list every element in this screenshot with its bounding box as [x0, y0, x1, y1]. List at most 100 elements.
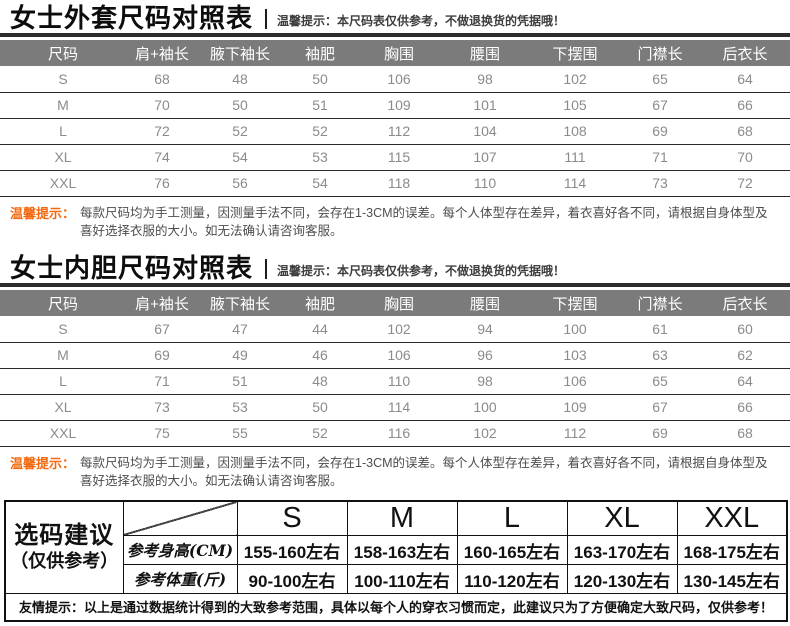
size-cell: 106 [358, 66, 440, 93]
col-header-shoulder-sleeve: 肩+袖长 [126, 40, 198, 66]
size-row-l: L 71 51 48 110 98 106 65 64 [0, 368, 790, 395]
height-value: 155-160左右 [236, 535, 348, 565]
col-header-sleeve-width: 袖肥 [282, 290, 358, 316]
size-cell: 52 [198, 118, 282, 145]
size-cell: 72 [126, 118, 198, 145]
size-cell: 52 [282, 118, 358, 145]
size-cell: 70 [126, 92, 198, 119]
size-cell: 110 [440, 170, 530, 197]
liner-measure-note: 温馨提示： 每款尺码均为手工测量，因测量手法不同，会存在1-3CM的误差。每个人… [0, 452, 790, 494]
size-cell: 62 [700, 342, 790, 369]
col-header-waist: 腰围 [440, 290, 530, 316]
size-cell: 73 [126, 394, 198, 421]
size-cell: 98 [440, 66, 530, 93]
weight-row-label: 参考体重(斤) [122, 564, 238, 594]
outer-measure-note: 温馨提示： 每款尺码均为手工测量，因测量手法不同，会存在1-3CM的误差。每个人… [0, 202, 790, 244]
size-row-m: M 70 50 51 109 101 105 67 66 [0, 92, 790, 119]
size-cell: 105 [530, 92, 620, 119]
section-rule [0, 33, 790, 37]
advice-title-cell: 选码建议 （仅供参考） [4, 500, 124, 594]
size-cell: 52 [282, 420, 358, 447]
outer-chart-title: 女士外套尺码对照表 [10, 3, 254, 33]
size-cell: 48 [198, 66, 282, 93]
size-cell: 69 [620, 420, 700, 447]
title-divider-bar [265, 9, 268, 29]
advice-col-l: L [456, 500, 568, 536]
size-cell: 67 [126, 316, 198, 343]
size-cell: 102 [440, 420, 530, 447]
weight-value: 120-130左右 [566, 564, 678, 594]
col-header-waist: 腰围 [440, 40, 530, 66]
size-cell: 44 [282, 316, 358, 343]
size-cell: 54 [282, 170, 358, 197]
size-row-s: S 67 47 44 102 94 100 61 60 [0, 316, 790, 343]
size-cell: 116 [358, 420, 440, 447]
size-cell: 49 [198, 342, 282, 369]
weight-value: 90-100左右 [236, 564, 348, 594]
weight-value: 130-145左右 [676, 564, 788, 594]
size-row-xl: XL 73 53 50 114 100 109 67 66 [0, 394, 790, 421]
outer-table-header-row: 尺码 肩+袖长 腋下袖长 袖肥 胸围 腰围 下摆围 门襟长 后衣长 [0, 40, 790, 66]
size-cell: 110 [358, 368, 440, 395]
size-cell: M [0, 342, 126, 369]
size-row-l: L 72 52 52 112 104 108 69 68 [0, 118, 790, 145]
size-cell: 71 [126, 368, 198, 395]
col-header-underarm-sleeve: 腋下袖长 [198, 290, 282, 316]
size-cell: 75 [126, 420, 198, 447]
liner-table-header-row: 尺码 肩+袖长 腋下袖长 袖肥 胸围 腰围 下摆围 门襟长 后衣长 [0, 290, 790, 316]
size-cell: 65 [620, 66, 700, 93]
height-value: 163-170左右 [566, 535, 678, 565]
size-row-m: M 69 49 46 106 96 103 63 62 [0, 342, 790, 369]
liner-chart-title: 女士内胆尺码对照表 [10, 253, 254, 283]
col-header-bust: 胸围 [358, 40, 440, 66]
size-cell: 107 [440, 144, 530, 171]
size-cell: 109 [530, 394, 620, 421]
note-label: 温馨提示： [10, 455, 76, 471]
size-advice-table: 选码建议 （仅供参考） S M L XL XXL 参考身高(CM) 155-16… [4, 500, 788, 622]
size-cell: 69 [620, 118, 700, 145]
size-cell: 68 [126, 66, 198, 93]
size-cell: 67 [620, 92, 700, 119]
friendly-tip-text: 友情提示：以上是通过数据统计得到的大致参考范围，具体以每个人的穿衣习惯而定，此建… [4, 593, 788, 621]
size-cell: 112 [358, 118, 440, 145]
advice-height-row: 参考身高(CM) 155-160左右 158-163左右 160-165左右 1… [5, 535, 788, 565]
advice-col-m: M [346, 500, 458, 536]
title-divider-bar [265, 259, 268, 279]
size-cell: 53 [198, 394, 282, 421]
size-cell: 54 [198, 144, 282, 171]
size-cell: 66 [700, 92, 790, 119]
size-cell: 68 [700, 420, 790, 447]
size-cell: 103 [530, 342, 620, 369]
size-cell: 112 [530, 420, 620, 447]
advice-col-xxl: XXL [676, 500, 788, 536]
size-cell: 64 [700, 66, 790, 93]
advice-title-sub: （仅供参考） [10, 551, 119, 572]
note-text: 每款尺码均为手工测量，因测量手法不同，会存在1-3CM的误差。每个人体型存在差异… [80, 455, 768, 489]
size-cell: S [0, 66, 126, 93]
diagonal-split-cell [122, 500, 238, 536]
size-cell: 50 [282, 66, 358, 93]
size-cell: 114 [530, 170, 620, 197]
size-cell: 56 [198, 170, 282, 197]
size-cell: 106 [530, 368, 620, 395]
height-value: 168-175左右 [676, 535, 788, 565]
col-header-placket: 门襟长 [620, 40, 700, 66]
size-row-xl: XL 74 54 53 115 107 111 71 70 [0, 144, 790, 171]
size-cell: 61 [620, 316, 700, 343]
liner-section-header: 女士内胆尺码对照表 温馨提示：本尺码表仅供参考，不做退换货的凭据哦！ [0, 250, 790, 283]
size-row-xxl: XXL 75 55 52 116 102 112 69 68 [0, 420, 790, 447]
size-cell: 96 [440, 342, 530, 369]
size-cell: 70 [700, 144, 790, 171]
advice-col-s: S [236, 500, 348, 536]
height-value: 160-165左右 [456, 535, 568, 565]
liner-chart-head-tip: 温馨提示：本尺码表仅供参考，不做退换货的凭据哦！ [277, 263, 566, 278]
col-header-size: 尺码 [0, 290, 126, 316]
outer-chart-head-tip: 温馨提示：本尺码表仅供参考，不做退换货的凭据哦！ [277, 13, 566, 28]
size-cell: 106 [358, 342, 440, 369]
size-cell: 100 [530, 316, 620, 343]
size-cell: 69 [126, 342, 198, 369]
height-value: 158-163左右 [346, 535, 458, 565]
size-cell: 102 [530, 66, 620, 93]
advice-footer-row: 友情提示：以上是通过数据统计得到的大致参考范围，具体以每个人的穿衣习惯而定，此建… [4, 593, 788, 621]
advice-title: 选码建议 [14, 522, 115, 550]
